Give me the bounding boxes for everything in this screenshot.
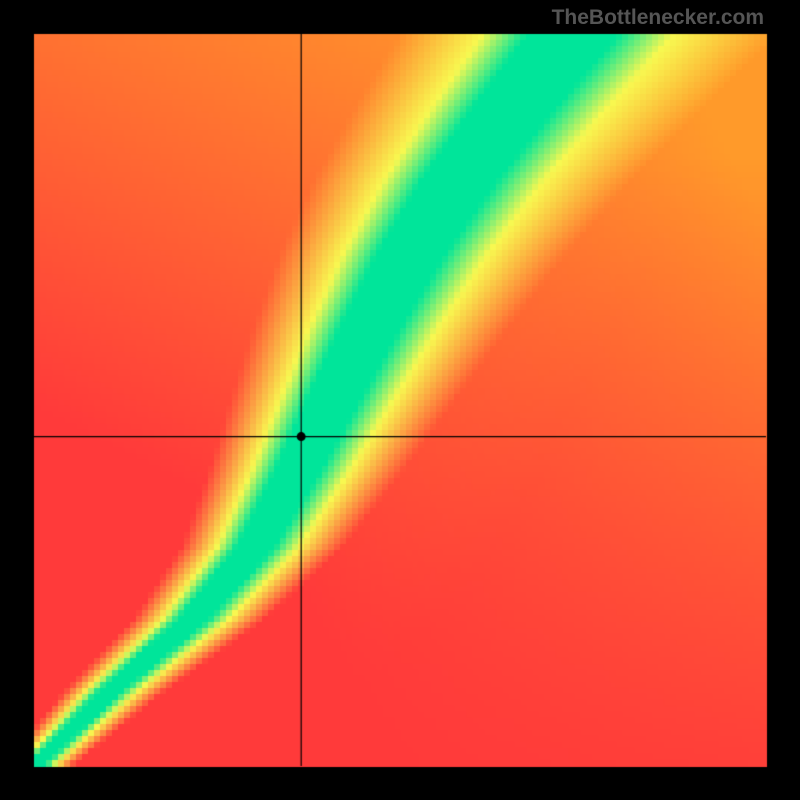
watermark-text: TheBottlenecker.com (552, 6, 764, 30)
bottleneck-heatmap (0, 0, 800, 800)
chart-container: TheBottlenecker.com (0, 0, 800, 800)
